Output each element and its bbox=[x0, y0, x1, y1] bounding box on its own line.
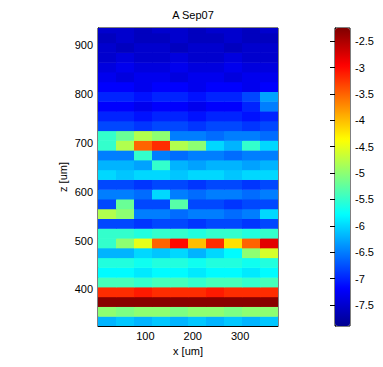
svg-text:500: 500 bbox=[75, 235, 93, 247]
svg-text:100: 100 bbox=[136, 330, 154, 342]
svg-text:x [um]: x [um] bbox=[173, 345, 203, 357]
svg-text:-7.5: -7.5 bbox=[355, 299, 374, 311]
svg-text:-3: -3 bbox=[355, 62, 365, 74]
svg-text:900: 900 bbox=[75, 39, 93, 51]
svg-text:800: 800 bbox=[75, 88, 93, 100]
svg-text:-3.5: -3.5 bbox=[355, 88, 374, 100]
svg-text:300: 300 bbox=[231, 330, 249, 342]
svg-text:-6: -6 bbox=[355, 220, 365, 232]
svg-text:A Sep07: A Sep07 bbox=[172, 9, 214, 21]
svg-text:-4.5: -4.5 bbox=[355, 141, 374, 153]
svg-text:200: 200 bbox=[184, 330, 202, 342]
svg-text:-6.5: -6.5 bbox=[355, 246, 374, 258]
svg-text:-4: -4 bbox=[355, 114, 365, 126]
svg-text:700: 700 bbox=[75, 137, 93, 149]
svg-text:-2.5: -2.5 bbox=[355, 35, 374, 47]
svg-text:-5.5: -5.5 bbox=[355, 193, 374, 205]
svg-text:400: 400 bbox=[75, 283, 93, 295]
svg-text:z [um]: z [um] bbox=[57, 162, 69, 192]
svg-text:-5: -5 bbox=[355, 167, 365, 179]
svg-text:600: 600 bbox=[75, 186, 93, 198]
svg-text:-7: -7 bbox=[355, 273, 365, 285]
